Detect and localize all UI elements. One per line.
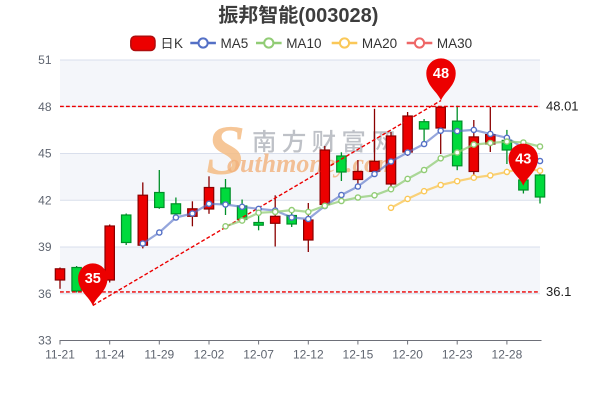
svg-text:11-29: 11-29 xyxy=(144,348,174,362)
svg-text:MA30: MA30 xyxy=(437,36,472,51)
svg-text:(003028): (003028) xyxy=(298,5,378,27)
svg-text:39: 39 xyxy=(38,240,52,254)
svg-text:12-07: 12-07 xyxy=(243,348,274,362)
svg-text:MA5: MA5 xyxy=(221,36,249,51)
svg-text:45: 45 xyxy=(38,147,52,161)
svg-text:MA10: MA10 xyxy=(286,36,321,51)
svg-text:outhmoney.com: outhmoney.com xyxy=(227,149,397,178)
svg-text:11-24: 11-24 xyxy=(95,348,125,362)
svg-text:42: 42 xyxy=(38,193,52,207)
svg-text:MA20: MA20 xyxy=(362,36,397,51)
svg-text:S: S xyxy=(206,112,246,190)
svg-text:12-15: 12-15 xyxy=(343,348,374,362)
svg-text:43: 43 xyxy=(515,151,531,167)
svg-text:K: K xyxy=(174,36,183,51)
svg-text:33: 33 xyxy=(38,334,52,348)
svg-text:36: 36 xyxy=(38,287,52,301)
svg-text:48.01: 48.01 xyxy=(546,99,579,114)
svg-text:48: 48 xyxy=(38,100,52,114)
svg-text:12-02: 12-02 xyxy=(194,348,225,362)
svg-text:12-12: 12-12 xyxy=(293,348,324,362)
svg-text:12-23: 12-23 xyxy=(442,348,473,362)
svg-text:12-20: 12-20 xyxy=(392,348,423,362)
svg-text:35: 35 xyxy=(85,271,101,287)
svg-text:36.1: 36.1 xyxy=(546,284,571,299)
svg-text:51: 51 xyxy=(38,53,52,67)
svg-text:48: 48 xyxy=(433,66,449,82)
svg-text:12-28: 12-28 xyxy=(492,348,523,362)
svg-text:11-21: 11-21 xyxy=(45,348,75,362)
